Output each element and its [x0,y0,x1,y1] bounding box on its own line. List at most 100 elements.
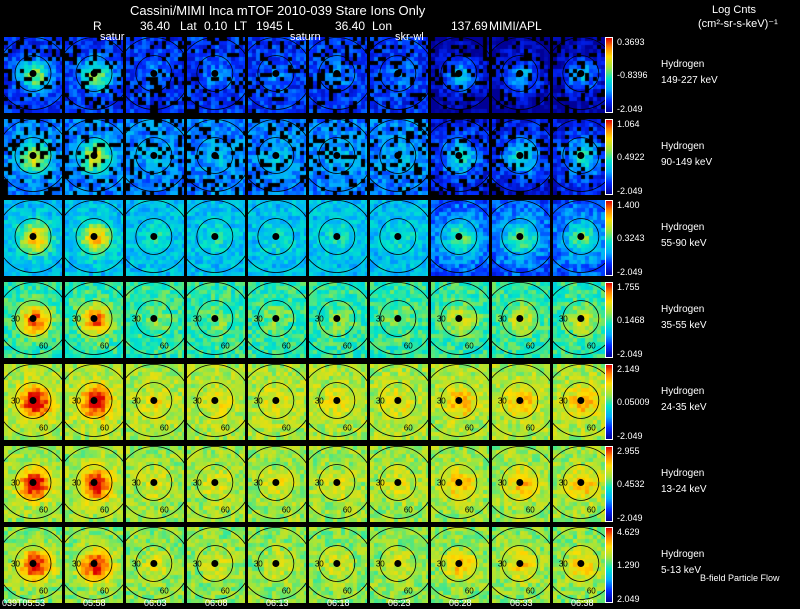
contour-overlay [553,119,611,192]
colorbar-min: 2.049 [617,594,640,604]
saturn-marker [394,314,402,322]
saturn-marker [455,478,463,486]
colorbar-max: 1.755 [617,282,640,292]
contour-overlay: 30 60 [553,527,611,600]
contour-overlay: 30 60 [553,282,611,355]
overlay-label-saturn: saturn [290,31,321,43]
contour-30 [318,218,356,255]
species-label: Hydrogen [661,386,705,397]
heatmap-cell: 30 60 [431,364,489,440]
contour-label-30: 30 [11,478,20,487]
r-label: R [93,19,102,33]
contour-label-60: 60 [587,423,596,432]
lon-label: Lon [372,19,393,33]
saturn-marker [455,559,463,567]
saturn-marker [394,396,402,404]
contour-label-60: 60 [160,586,169,595]
contour-label-30: 30 [559,314,568,323]
contour-60 [248,527,306,600]
heatmap-cell: 30 60 [187,446,245,522]
colorbar [605,119,613,195]
colorbar-min: -2.049 [617,431,643,441]
saturn-marker [90,232,98,240]
contour-30 [257,464,295,501]
saturn-marker [150,151,158,159]
saturn-marker [29,151,37,159]
contour-30 [440,137,478,174]
contour-60 [431,200,489,273]
heatmap-cell: 30 60 [126,527,184,603]
contour-label-60: 60 [100,505,109,514]
heatmap-cell: 30 60 [4,446,62,522]
contour-label-60: 60 [282,423,291,432]
contour-label-30: 30 [437,478,446,487]
contour-overlay: 30 60 [370,364,428,437]
contour-label-30: 30 [498,314,507,323]
contour-label-30: 30 [132,314,141,323]
saturn-marker [455,396,463,404]
contour-30 [501,137,539,174]
contour-30 [14,55,52,92]
contour-30 [75,545,113,582]
contour-label-30: 30 [559,396,568,405]
contour-label-60: 60 [282,341,291,350]
contour-overlay: 30 60 [248,282,306,355]
contour-30 [379,382,417,419]
contour-60 [431,37,489,110]
saturn-marker [29,314,37,322]
saturn-marker [150,396,158,404]
time-label: 05:58 [83,598,106,608]
contour-overlay: 30 60 [65,364,123,437]
contour-overlay: 30 60 [248,527,306,600]
saturn-marker [455,69,463,77]
contour-label-30: 30 [315,478,324,487]
contour-60 [126,37,184,110]
heatmap-cell [126,200,184,276]
colorbar [605,527,613,603]
credit-label: MIMI/APL [489,19,542,33]
contour-30 [135,300,173,337]
contour-60 [126,527,184,600]
contour-60 [492,282,550,355]
lt-value: 1945 [256,19,283,33]
time-label: 039T05:53 [2,598,46,608]
heatmap-cell: 30 60 [187,364,245,440]
colorbar-mid: 0.4922 [617,152,645,162]
contour-overlay: 30 60 [492,446,550,519]
contour-60 [553,119,611,192]
contour-label-30: 30 [11,314,20,323]
heatmap-cell: 30 60 [492,364,550,440]
contour-60 [553,364,611,437]
heatmap-cell [248,200,306,276]
saturn-marker [516,559,524,567]
contour-30 [75,137,113,174]
contour-overlay: 30 60 [309,364,367,437]
saturn-marker [211,396,219,404]
saturn-marker [272,314,280,322]
contour-label-60: 60 [404,341,413,350]
contour-60 [553,37,611,110]
saturn-marker [394,232,402,240]
heatmap-cell [431,200,489,276]
contour-label-30: 30 [315,314,324,323]
saturn-marker [394,69,402,77]
heatmap-cell [4,119,62,195]
contour-60 [309,119,367,192]
contour-30 [135,545,173,582]
saturn-marker [394,559,402,567]
contour-label-60: 60 [221,341,230,350]
heatmap-cell: 30 60 [370,282,428,358]
saturn-marker [90,559,98,567]
contour-60 [4,200,62,273]
saturn-marker [333,69,341,77]
contour-30 [318,382,356,419]
contour-30 [135,218,173,255]
contour-60 [370,200,428,273]
contour-60 [4,119,62,192]
contour-30 [440,300,478,337]
saturn-marker [333,151,341,159]
contour-overlay: 30 60 [492,364,550,437]
energy-label: 149-227 keV [661,75,718,86]
contour-overlay: 30 60 [309,446,367,519]
heatmap-cell: 30 60 [126,364,184,440]
